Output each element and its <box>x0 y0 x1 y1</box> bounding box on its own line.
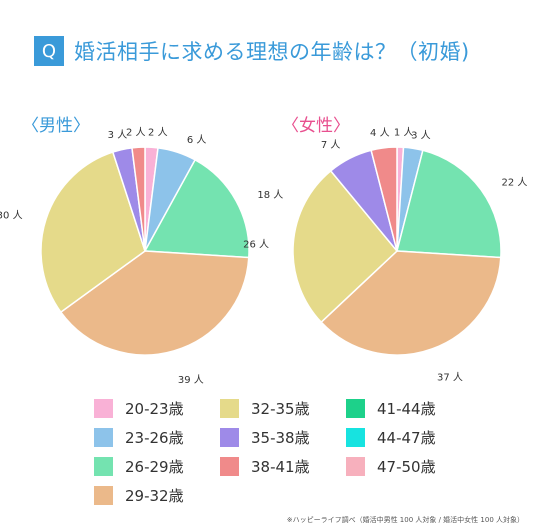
legend-swatch <box>94 399 113 418</box>
legend-swatch <box>346 399 365 418</box>
legend-label: 44-47歳 <box>377 429 436 447</box>
legend-label: 41-44歳 <box>377 400 436 418</box>
slice-label: 39 人 <box>178 374 204 386</box>
chart-title: 婚活相手に求める理想の年齢は？（初婚) <box>74 40 470 64</box>
slice-label: 1 人 <box>394 126 414 138</box>
pie-slice <box>143 158 250 259</box>
legend-swatch <box>220 399 239 418</box>
legend-swatch <box>346 428 365 447</box>
legend-swatch <box>346 457 365 476</box>
legend-item: 47-50歳 <box>346 456 436 477</box>
legend-label: 38-41歳 <box>251 458 310 476</box>
legend-label: 47-50歳 <box>377 458 436 476</box>
legend-item: 32-35歳 <box>220 398 310 419</box>
legend-label: 32-35歳 <box>251 400 310 418</box>
pie-slice <box>131 146 146 252</box>
legend-item: 26-29歳 <box>94 456 184 477</box>
pie-slice <box>320 250 502 356</box>
legend-item: 23-26歳 <box>94 427 184 448</box>
legend-item: 20-23歳 <box>94 398 184 419</box>
legend-item: 35-38歳 <box>220 427 310 448</box>
legend-swatch <box>220 428 239 447</box>
legend-swatch <box>94 486 113 505</box>
slice-label: 3 人 <box>411 129 431 141</box>
pie-title: 〈女性〉 <box>282 116 350 136</box>
legend-swatch <box>220 457 239 476</box>
pie-charts: 〈男性〉2 人6 人18 人39 人30 人3 人2 人〈女性〉1 人3 人22… <box>0 116 527 386</box>
legend-label: 29-32歳 <box>125 487 184 505</box>
legend-item: 41-44歳 <box>346 398 436 419</box>
pie-chart-0: 〈男性〉2 人6 人18 人39 人30 人3 人2 人 <box>0 116 283 386</box>
legend-swatch <box>94 428 113 447</box>
pie-slice <box>59 250 250 356</box>
legend-swatch <box>94 457 113 476</box>
slice-label: 37 人 <box>437 372 463 384</box>
pie-slice <box>40 151 146 314</box>
slice-label: 18 人 <box>257 189 283 201</box>
slice-label: 26 人 <box>243 239 269 251</box>
slice-label: 22 人 <box>501 177 527 189</box>
slice-label: 7 人 <box>321 139 341 151</box>
pie-slice <box>370 146 398 252</box>
q-badge: Q <box>34 36 64 66</box>
legend-label: 26-29歳 <box>125 458 184 476</box>
legend-label: 20-23歳 <box>125 400 184 418</box>
legend-label: 23-26歳 <box>125 429 184 447</box>
slice-label: 30 人 <box>0 210 23 222</box>
slice-label: 2 人 <box>148 126 168 138</box>
pie-slice <box>396 149 502 259</box>
legend-item: 38-41歳 <box>220 456 310 477</box>
slice-label: 3 人 <box>108 129 128 141</box>
pie-chart-1: 〈女性〉 1 人3 人 22 人 37 人 26 人 7 人 4 人 <box>243 116 527 384</box>
slice-label: 6 人 <box>187 134 207 146</box>
title-bar: Q 婚活相手に求める理想の年齢は？（初婚) <box>34 36 470 66</box>
pie-title: 〈男性〉 <box>22 116 90 136</box>
legend-item: 29-32歳 <box>94 485 184 506</box>
pie-slice <box>292 169 399 324</box>
slice-label: 2 人 <box>126 126 146 138</box>
legend-label: 35-38歳 <box>251 429 310 447</box>
legend-item: 44-47歳 <box>346 427 436 448</box>
footnote: ※ハッピーライフ調べ（婚活中男性 100 人対象 / 婚活中女性 100 人対象… <box>286 516 524 524</box>
slice-label: 4 人 <box>370 127 390 139</box>
